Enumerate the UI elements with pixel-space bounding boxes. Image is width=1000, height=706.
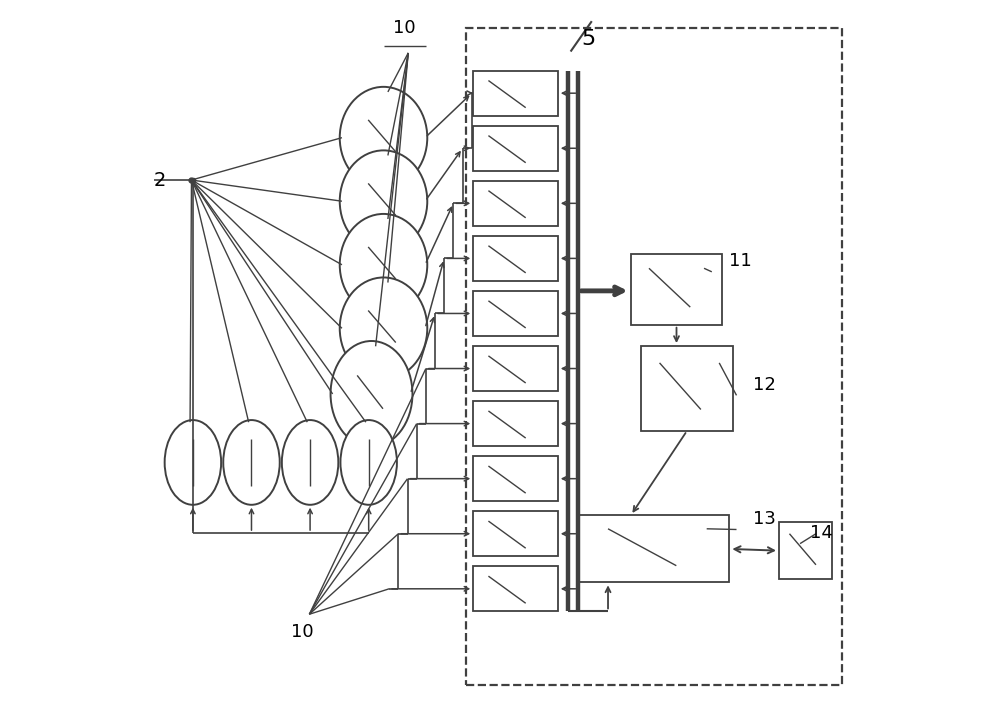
Ellipse shape: [165, 420, 221, 505]
Bar: [466, 28, 842, 685]
Bar: [473, 71, 558, 116]
Text: 2: 2: [154, 171, 166, 189]
Bar: [473, 291, 558, 336]
Bar: [779, 522, 832, 579]
Bar: [578, 515, 729, 582]
Bar: [473, 126, 558, 171]
Ellipse shape: [340, 87, 427, 189]
Ellipse shape: [282, 420, 338, 505]
Ellipse shape: [340, 150, 427, 252]
Text: 10: 10: [393, 19, 416, 37]
Text: 13: 13: [753, 510, 776, 528]
Bar: [473, 236, 558, 281]
Bar: [641, 346, 733, 431]
Bar: [473, 511, 558, 556]
Bar: [473, 456, 558, 501]
Bar: [473, 181, 558, 226]
Bar: [473, 401, 558, 446]
Ellipse shape: [331, 341, 412, 447]
Ellipse shape: [340, 420, 397, 505]
Ellipse shape: [340, 214, 427, 316]
Text: 5: 5: [581, 29, 595, 49]
Ellipse shape: [223, 420, 280, 505]
Ellipse shape: [340, 277, 427, 379]
Text: 10: 10: [291, 623, 314, 641]
Text: 14: 14: [810, 524, 833, 542]
Bar: [473, 346, 558, 391]
Text: 12: 12: [753, 376, 776, 394]
Bar: [631, 254, 722, 325]
Text: 11: 11: [729, 252, 751, 270]
Bar: [473, 566, 558, 611]
